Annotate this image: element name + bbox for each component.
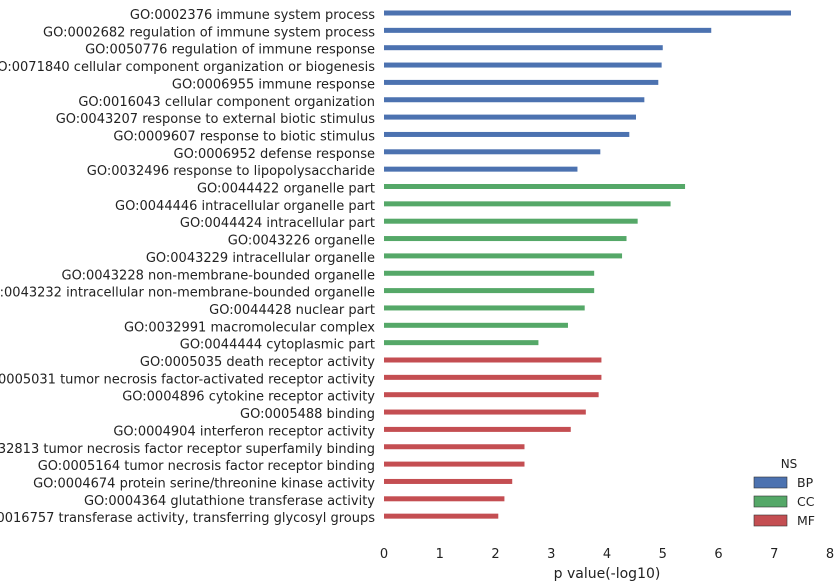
x-tick-label: 3 <box>547 547 555 562</box>
category-label: GO:0016757 transferase activity, transfe… <box>0 511 375 526</box>
category-label: GO:0004364 glutathione transferase activ… <box>84 494 375 509</box>
category-label: GO:0009607 response to biotic stimulus <box>113 129 375 144</box>
category-label: GO:0043226 organelle <box>228 234 375 249</box>
bar-bp <box>384 27 712 33</box>
bar-mf <box>384 357 602 363</box>
bar-bp <box>384 149 601 155</box>
category-label: GO:0032813 tumor necrosis factor recepto… <box>0 442 375 457</box>
category-label: GO:0050776 regulation of immune response <box>85 43 375 58</box>
category-label: GO:0043228 non-membrane-bounded organell… <box>62 268 376 283</box>
bar-cc <box>384 322 568 328</box>
category-label: GO:0044428 nuclear part <box>209 303 375 318</box>
category-label: GO:0004674 protein serine/threonine kina… <box>33 476 375 491</box>
category-label: GO:0016043 cellular component organizati… <box>78 95 375 110</box>
bar-cc <box>384 236 627 242</box>
bar-bp <box>384 166 578 172</box>
bar-cc <box>384 288 595 294</box>
x-tick-label: 4 <box>603 547 611 562</box>
bar-cc <box>384 184 686 189</box>
legend-label-mf: MF <box>797 513 815 528</box>
x-axis-ticks: 0 1 2 3 4 5 6 7 8 <box>380 547 834 562</box>
category-label: GO:0043207 response to external biotic s… <box>56 112 376 127</box>
x-tick-label: 5 <box>659 547 667 562</box>
category-label: GO:0002376 immune system process <box>130 8 375 23</box>
legend-label-cc: CC <box>797 494 815 509</box>
bar-cc <box>384 270 595 276</box>
bar-cc <box>384 218 638 224</box>
category-label: GO:0006952 defense response <box>174 147 376 162</box>
x-tick-label: 7 <box>770 547 778 562</box>
category-label: GO:0006955 immune response <box>172 77 375 92</box>
bar-bp <box>384 62 662 68</box>
bar-mf <box>384 392 599 398</box>
x-tick-label: 6 <box>714 547 722 562</box>
bar-bp <box>384 97 645 103</box>
bar-mf <box>384 426 571 432</box>
legend-label-bp: BP <box>797 475 814 490</box>
category-label: GO:0005164 tumor necrosis factor recepto… <box>38 459 375 474</box>
legend: NS BP CC MF <box>753 457 815 528</box>
bar-mf <box>384 374 602 380</box>
bar-cc <box>384 305 585 311</box>
bar-cc <box>384 253 623 259</box>
legend-swatch-bp <box>753 476 788 489</box>
category-label: GO:0044424 intracellular part <box>180 216 375 231</box>
category-label: GO:0043229 intracellular organelle <box>146 251 375 266</box>
x-tick-label: 2 <box>491 547 499 562</box>
category-labels: GO:0002376 immune system process GO:00026… <box>0 8 375 526</box>
legend-swatch-cc <box>753 495 788 508</box>
category-label: GO:0044444 cytoplasmic part <box>180 338 375 353</box>
bar-mf <box>384 478 513 484</box>
x-tick-label: 8 <box>826 547 834 562</box>
category-label: GO:0005488 binding <box>240 407 375 422</box>
x-axis-title: p value(-log10) <box>554 566 661 582</box>
category-label: GO:0004904 interferon receptor activity <box>113 424 375 439</box>
bar-cc <box>384 340 539 346</box>
category-label: GO:0032991 macromolecular complex <box>124 320 375 335</box>
category-label: GO:0044446 intracellular organelle part <box>115 199 375 214</box>
category-label: GO:0032496 response to lipopolysaccharid… <box>87 164 375 179</box>
category-label: GO:0002682 regulation of immune system p… <box>43 25 375 40</box>
bar-bp <box>384 114 636 120</box>
bar-mf <box>384 409 586 415</box>
category-label: GO:0005035 death receptor activity <box>140 355 375 370</box>
legend-title: NS <box>781 457 798 471</box>
x-tick-label: 0 <box>380 547 388 562</box>
bar-bp <box>384 45 663 51</box>
bar-cc <box>384 201 671 207</box>
x-tick-label: 1 <box>436 547 444 562</box>
bar-bp <box>384 10 791 16</box>
bar-mf <box>384 496 505 502</box>
category-label: GO:0044422 organelle part <box>197 182 375 197</box>
bar-mf <box>384 513 499 519</box>
bar-mf <box>384 461 525 467</box>
category-label: GO:0004896 cytokine receptor activity <box>122 390 375 405</box>
category-label: GO:0071840 cellular component organizati… <box>0 60 375 75</box>
bar-bp <box>384 131 630 137</box>
category-label: GO:0043232 intracellular non-membrane-bo… <box>0 286 375 301</box>
category-label: GO:0005031 tumor necrosis factor-activat… <box>0 372 375 387</box>
legend-swatch-mf <box>753 514 788 527</box>
bars-layer <box>384 10 791 519</box>
bar-bp <box>384 79 659 85</box>
bar-mf <box>384 444 525 450</box>
legend-entries: BP CC MF <box>753 475 815 528</box>
